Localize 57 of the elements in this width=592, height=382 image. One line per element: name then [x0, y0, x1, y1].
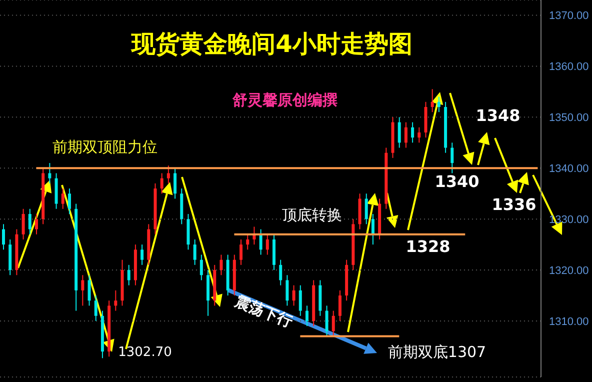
candlestick: [88, 274, 91, 306]
ref-line-label: 前期双顶阻力位: [52, 138, 158, 156]
candlestick: [259, 228, 262, 256]
candlestick: [160, 172, 164, 194]
candlestick: [48, 162, 52, 184]
candlestick: [292, 284, 296, 306]
candlestick: [266, 234, 269, 256]
candlestick: [200, 254, 203, 281]
annotation: 1340: [434, 172, 480, 191]
candlestick: [174, 168, 177, 200]
candlestick: [430, 88, 434, 113]
candlestick: [127, 264, 130, 286]
candlestick: [305, 305, 308, 327]
candlestick: [279, 259, 282, 286]
candlestick: [240, 238, 243, 266]
candlestick: [193, 238, 196, 266]
annotation: 1336: [492, 195, 536, 214]
candlestick: [398, 116, 401, 148]
candlestick: [404, 122, 408, 148]
candlestick: [140, 244, 144, 266]
candlestick: [2, 224, 5, 250]
y-tick-label: 1320.00: [549, 264, 589, 277]
text: 舒灵馨原创编撰: [232, 91, 338, 109]
candlestick: [298, 284, 302, 316]
candlestick: [364, 193, 368, 225]
candlestick: [61, 188, 64, 210]
y-tick-label: 1340.00: [549, 163, 589, 176]
candlestick: [437, 96, 440, 113]
candlestick: [220, 254, 223, 276]
y-tick-label: 1350.00: [549, 112, 589, 124]
ref-line-label: 前期双底1307: [388, 343, 486, 361]
candlestick: [246, 234, 250, 250]
candlestick: [28, 208, 32, 235]
candlestick: [338, 290, 342, 322]
candlestick: [286, 274, 289, 306]
candlestick: [22, 208, 25, 240]
candlestick: [411, 122, 414, 144]
candlestick: [371, 213, 374, 246]
annotation: 1328: [406, 237, 450, 256]
y-tick-label: 1370.00: [549, 10, 589, 22]
candlestick: [450, 142, 454, 174]
y-tick-label: 1310.00: [549, 316, 589, 328]
candlestick: [332, 310, 335, 337]
annotation: 震荡下行: [232, 291, 296, 331]
candlestick: [94, 294, 98, 322]
candlestick: [418, 126, 421, 144]
candlestick: [81, 274, 84, 306]
y-tick-label: 1360.00: [549, 61, 589, 74]
annotation: 1348: [476, 106, 520, 125]
candlestick: [114, 290, 118, 312]
text: 现货黄金晚间4小时走势图: [130, 30, 412, 58]
candlestick: [325, 305, 328, 337]
candlestick: [68, 188, 71, 214]
ref-line-label: 顶底转换: [282, 206, 342, 224]
candlestick: [166, 165, 170, 184]
candlestick: [34, 213, 38, 235]
annotation: 1302.70: [118, 345, 172, 360]
